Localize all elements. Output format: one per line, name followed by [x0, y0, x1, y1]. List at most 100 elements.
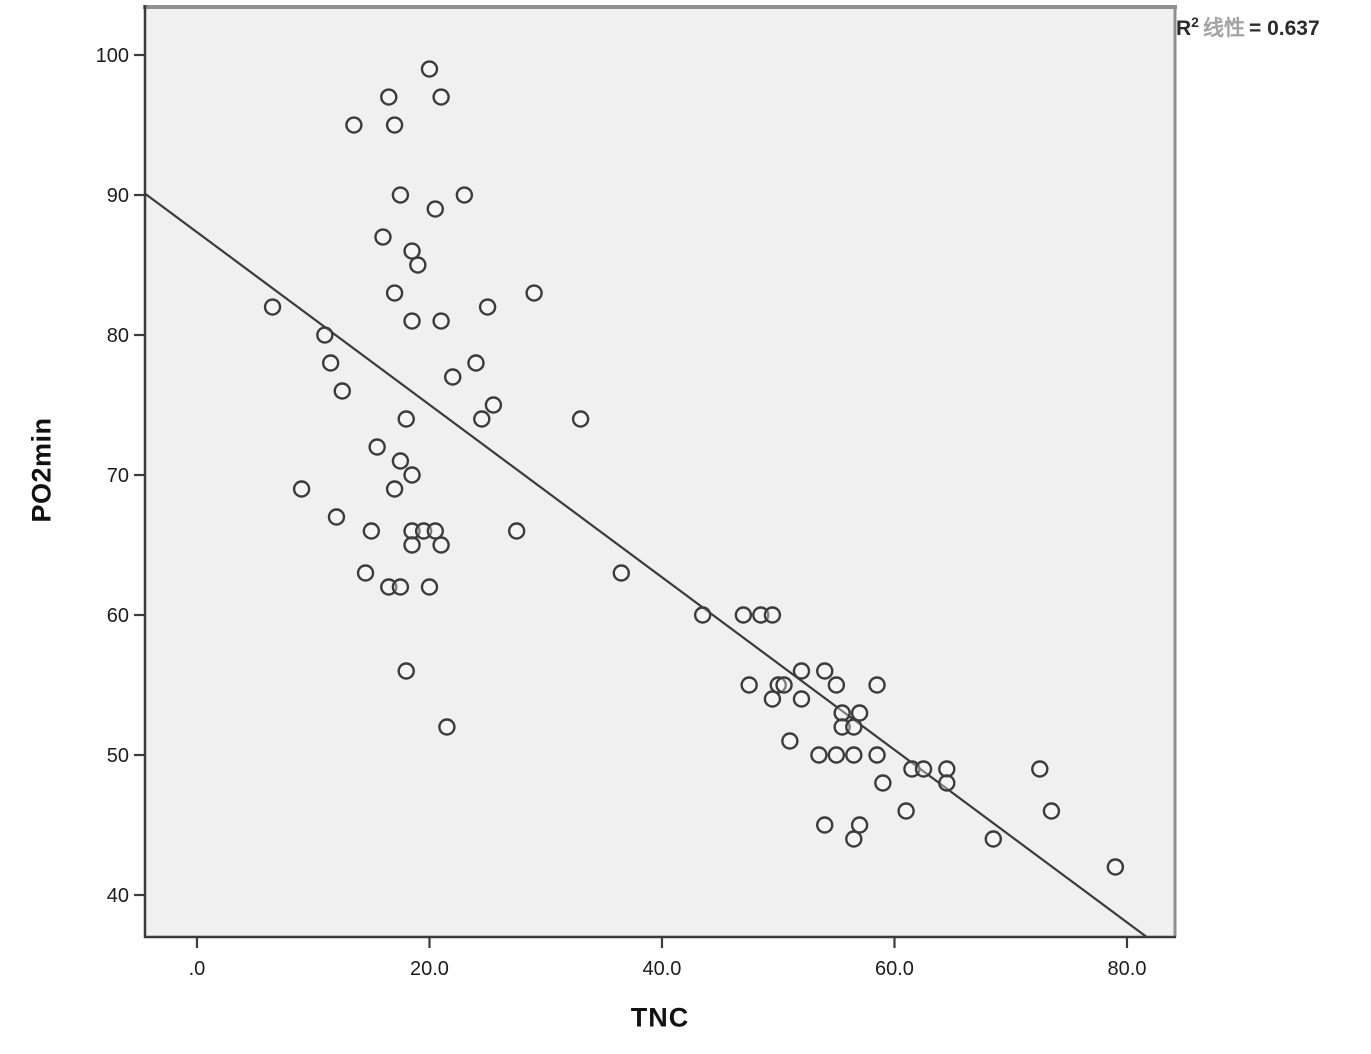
- data-point: [385, 116, 404, 134]
- data-point: [432, 536, 450, 554]
- data-point: [1042, 802, 1061, 820]
- data-point: [845, 830, 863, 848]
- data-point: [380, 578, 398, 596]
- data-point: [432, 312, 450, 330]
- linear-label: 线性: [1202, 17, 1245, 40]
- data-point: [420, 60, 439, 78]
- data-point: [292, 480, 311, 498]
- x-axis-title: TNC: [630, 1002, 690, 1033]
- y-tick-label: 90: [107, 185, 129, 207]
- data-point: [385, 284, 404, 302]
- data-point: [874, 774, 892, 792]
- data-point: [868, 676, 886, 694]
- data-point: [467, 354, 485, 372]
- data-point: [484, 396, 503, 414]
- data-point: [397, 662, 415, 680]
- data-point: [769, 676, 787, 694]
- data-point: [984, 830, 1002, 848]
- data-point: [833, 718, 851, 736]
- data-point: [409, 256, 427, 274]
- y-tick-label: 70: [107, 465, 129, 487]
- data-point: [845, 718, 863, 736]
- data-point: [391, 452, 410, 470]
- x-tick-label: 60.0: [875, 958, 914, 980]
- data-point: [362, 522, 381, 540]
- y-tick-label: 100: [96, 45, 129, 67]
- data-point: [816, 816, 834, 834]
- data-point: [763, 606, 782, 624]
- y-axis-title: PO2min: [26, 417, 57, 523]
- data-point: [525, 284, 543, 302]
- data-point: [810, 746, 828, 764]
- x-tick-label: 80.0: [1108, 958, 1147, 980]
- data-point: [752, 606, 770, 624]
- data-point: [914, 760, 933, 778]
- data-point: [938, 774, 956, 792]
- data-point: [763, 690, 782, 708]
- data-point: [938, 760, 956, 778]
- data-point: [1106, 858, 1125, 876]
- data-point: [438, 718, 456, 736]
- data-point: [385, 480, 404, 498]
- data-point: [827, 746, 846, 764]
- data-point: [478, 298, 497, 316]
- data-point: [845, 746, 863, 764]
- data-point: [473, 410, 491, 428]
- x-tick-label: .0: [189, 958, 206, 980]
- data-point: [391, 186, 410, 204]
- data-point: [316, 326, 334, 344]
- regression-line: [144, 192, 1148, 938]
- data-point: [403, 242, 421, 260]
- y-tick-label: 80: [107, 325, 129, 347]
- data-point: [455, 186, 474, 204]
- data-point: [397, 410, 415, 428]
- data-point: [507, 522, 526, 540]
- r-label: R: [1176, 17, 1192, 40]
- y-tick-label: 60: [107, 605, 129, 627]
- data-point: [612, 564, 630, 582]
- data-point: [734, 606, 753, 624]
- y-tick-label: 50: [107, 745, 129, 767]
- data-point: [327, 508, 346, 526]
- data-point: [403, 466, 421, 484]
- data-point: [368, 438, 386, 456]
- data-point: [897, 802, 915, 820]
- data-point: [833, 704, 851, 722]
- data-point: [432, 88, 450, 106]
- data-point: [444, 368, 462, 386]
- data-point: [333, 382, 351, 400]
- y-tick-label: 40: [107, 885, 129, 907]
- data-point: [827, 676, 846, 694]
- data-point: [380, 88, 398, 106]
- data-point: [792, 690, 811, 708]
- r-squared-annotation: R2 线性 = 0.637: [1176, 12, 1320, 42]
- data-point: [850, 816, 869, 834]
- data-point: [868, 746, 886, 764]
- x-tick-label: 40.0: [643, 958, 682, 980]
- data-point: [420, 578, 439, 596]
- data-point: [414, 522, 433, 540]
- r-superscript: 2: [1191, 14, 1199, 30]
- data-point: [1031, 760, 1049, 778]
- data-point: [403, 536, 421, 554]
- data-point: [426, 522, 444, 540]
- plot-area: [145, 7, 1175, 937]
- data-point: [816, 662, 834, 680]
- data-point: [403, 312, 421, 330]
- data-point: [571, 410, 590, 428]
- data-point: [775, 676, 793, 694]
- data-point: [356, 564, 375, 582]
- data-point: [693, 606, 712, 624]
- data-point: [263, 298, 282, 316]
- data-point: [321, 354, 340, 372]
- data-point: [903, 760, 921, 778]
- data-point: [781, 732, 799, 750]
- data-point: [374, 228, 392, 246]
- data-point: [850, 704, 869, 722]
- x-tick-label: 20.0: [410, 958, 449, 980]
- data-point: [391, 578, 410, 596]
- r-squared-value: = 0.637: [1248, 17, 1320, 40]
- data-point: [345, 116, 363, 134]
